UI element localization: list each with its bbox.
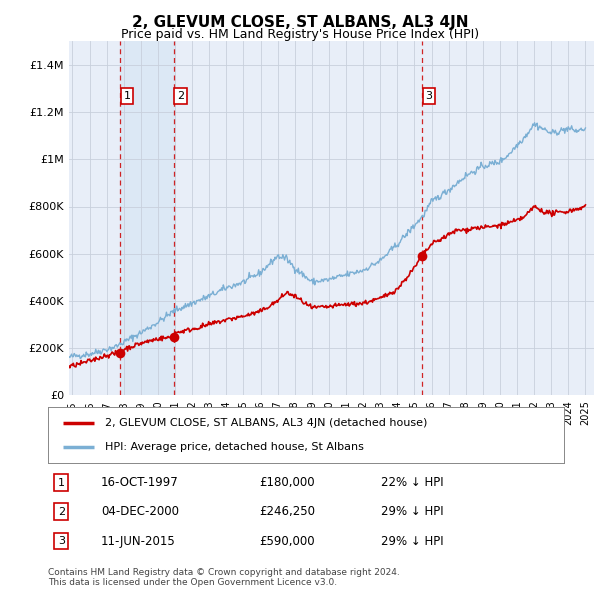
Text: Price paid vs. HM Land Registry's House Price Index (HPI): Price paid vs. HM Land Registry's House … (121, 28, 479, 41)
Text: 22% ↓ HPI: 22% ↓ HPI (380, 476, 443, 489)
Text: 2, GLEVUM CLOSE, ST ALBANS, AL3 4JN (detached house): 2, GLEVUM CLOSE, ST ALBANS, AL3 4JN (det… (105, 418, 427, 428)
Text: 2: 2 (177, 91, 184, 101)
Text: £180,000: £180,000 (259, 476, 315, 489)
Text: 1: 1 (58, 477, 65, 487)
Text: 04-DEC-2000: 04-DEC-2000 (101, 505, 179, 519)
Text: 29% ↓ HPI: 29% ↓ HPI (380, 505, 443, 519)
Text: 2, GLEVUM CLOSE, ST ALBANS, AL3 4JN: 2, GLEVUM CLOSE, ST ALBANS, AL3 4JN (132, 15, 468, 30)
Text: 3: 3 (425, 91, 433, 101)
Text: HPI: Average price, detached house, St Albans: HPI: Average price, detached house, St A… (105, 442, 364, 453)
Text: 3: 3 (58, 536, 65, 546)
Text: 11-JUN-2015: 11-JUN-2015 (101, 535, 176, 548)
Text: Contains HM Land Registry data © Crown copyright and database right 2024.
This d: Contains HM Land Registry data © Crown c… (48, 568, 400, 587)
Bar (120, 41, 173, 395)
Text: 16-OCT-1997: 16-OCT-1997 (101, 476, 179, 489)
Text: 29% ↓ HPI: 29% ↓ HPI (380, 535, 443, 548)
Text: 2: 2 (58, 507, 65, 517)
Text: £590,000: £590,000 (259, 535, 315, 548)
Text: 1: 1 (124, 91, 131, 101)
Text: £246,250: £246,250 (259, 505, 315, 519)
